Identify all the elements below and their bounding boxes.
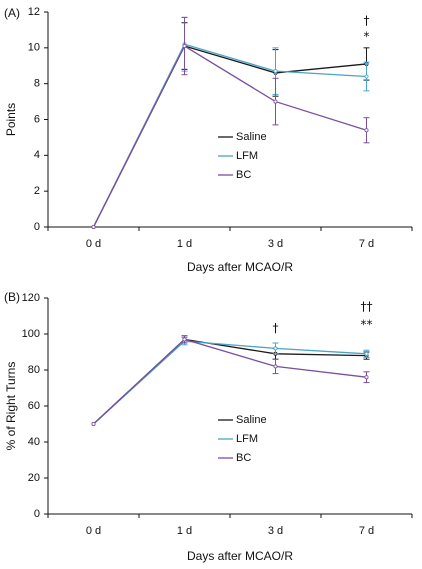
panel-a-y-tick-label: 0 (34, 221, 40, 233)
panel-a-x-tick-label: 7 d (359, 238, 374, 250)
panel-a-y-tick-label: 12 (28, 6, 40, 18)
panel-a-x-tick-label: 3 d (268, 238, 283, 250)
panel-b-y-tick-label: 40 (28, 436, 40, 448)
panel-b-series-saline-line (93, 338, 367, 425)
panel-a-x-tick-label: 1 d (177, 238, 192, 250)
panel-b-y-tick-label: 0 (34, 508, 40, 520)
panel-a-series-lfm-point (273, 69, 278, 74)
panel-a-significance-mark: † (364, 13, 370, 27)
panel-b-series-bc-point (273, 364, 278, 369)
panel-a-y-tick-label: 2 (34, 185, 40, 197)
panel-b-y-tick-label: 100 (22, 328, 40, 340)
panel-a-legend-label-lfm: LFM (236, 150, 258, 162)
panel-a-series-bc-point (364, 128, 369, 133)
panel-b-significance-mark: † (273, 321, 279, 335)
panel-b-significance-mark: ** (361, 318, 373, 332)
panel-b-series-bc-point (182, 337, 187, 342)
panel-b-x-tick-label: 1 d (177, 525, 192, 537)
panel-a-series-bc-point (182, 44, 187, 49)
panel-a-series-lfm-point (364, 74, 369, 79)
panel-b-legend-label-lfm: LFM (236, 433, 258, 445)
panel-a-label: (A) (4, 6, 20, 20)
panel-b-y-tick-label: 80 (28, 364, 40, 376)
panel-b-label: (B) (4, 290, 20, 304)
panel-b-legend-label-saline: Saline (236, 414, 267, 426)
panel-b-x-axis-label: Days after MCAO/R (187, 549, 293, 563)
panel-a-legend-label-saline: Saline (236, 131, 267, 143)
panel-a-series-bc-point (91, 224, 96, 229)
panel-a-y-axis-label: Points (4, 103, 18, 136)
panel-a-significance-mark: * (364, 30, 370, 44)
panel-b-y-tick-label: 60 (28, 400, 40, 412)
panel-b-y-axis-label: % of Right Turns (4, 362, 18, 451)
panel-b-series-lfm-point (364, 351, 369, 356)
panel-b-series-lfm-line (93, 340, 367, 425)
panel-a-x-tick-label: 0 d (86, 238, 101, 250)
panel-a-series-bc-point (273, 99, 278, 104)
panel-b-legend-label-bc: BC (236, 452, 251, 464)
panel-b-significance-mark: †† (361, 300, 373, 314)
panel-a-series-lfm-line (92, 43, 367, 228)
panel-b-x-tick-label: 0 d (86, 525, 101, 537)
panel-b-series-bc-point (364, 375, 369, 380)
panel-a-y-tick-label: 6 (34, 113, 40, 125)
panel-b-series-lfm-point (273, 346, 278, 351)
panel-b-series-bc-point (91, 421, 96, 426)
panel-a-y-tick-label: 8 (34, 78, 40, 90)
panel-b-y-tick-label: 20 (28, 472, 40, 484)
panel-b-x-tick-label: 7 d (359, 525, 374, 537)
panel-b-x-tick-label: 3 d (268, 525, 283, 537)
panel-b-y-tick-label: 120 (22, 292, 40, 304)
panel-a-series-bc-line (92, 45, 367, 228)
panel-a-y-tick-label: 4 (34, 149, 40, 161)
panel-a-legend-label-bc: BC (236, 169, 251, 181)
panel-a-y-tick-label: 10 (28, 42, 40, 54)
panel-a-x-axis-label: Days after MCAO/R (187, 260, 293, 274)
panel-b-series-bc-line (93, 338, 367, 425)
